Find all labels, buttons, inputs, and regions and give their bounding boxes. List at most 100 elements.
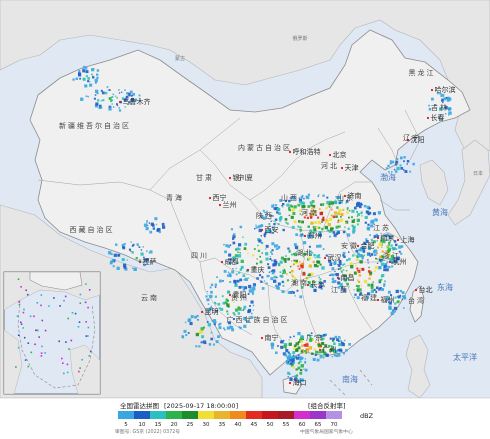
radar-echo-cell (109, 261, 113, 265)
radar-echo-cell (293, 252, 298, 257)
city-marker (356, 244, 360, 248)
radar-echo-cell (214, 301, 216, 304)
radar-echo-cell (273, 207, 277, 210)
radar-echo-cell (394, 257, 396, 259)
radar-echo-cell (143, 223, 148, 227)
radar-echo-cell (332, 349, 336, 352)
radar-echo-cell (260, 215, 264, 219)
radar-echo-cell (328, 229, 332, 233)
radar-echo-cell (251, 287, 254, 290)
radar-echo-cell (144, 258, 148, 262)
radar-echo-cell (236, 279, 240, 283)
radar-echo-cell (319, 354, 323, 358)
radar-echo-cell (209, 286, 212, 289)
radar-echo-cell (442, 101, 444, 104)
radar-echo-cell (303, 205, 306, 208)
city-marker (388, 260, 392, 264)
radar-echo-cell (256, 277, 259, 280)
radar-echo-cell (217, 302, 221, 306)
radar-echo-cell (330, 273, 333, 276)
radar-echo-cell (337, 231, 340, 234)
radar-echo-cell (146, 224, 149, 227)
radar-echo-cell (29, 315, 32, 318)
radar-echo-cell (289, 271, 291, 274)
legend-swatch (198, 411, 214, 419)
radar-echo-cell (397, 295, 401, 299)
radar-echo-cell (370, 285, 374, 289)
radar-echo-cell (403, 297, 407, 300)
radar-echo-cell (230, 326, 234, 330)
radar-echo-cell (195, 345, 198, 348)
radar-echo-cell (283, 268, 286, 271)
radar-echo-cell (284, 199, 287, 202)
radar-echo-cell (303, 344, 307, 347)
city-label: 贵阳 (233, 290, 247, 299)
radar-echo-cell (367, 212, 370, 216)
radar-echo-cell (125, 95, 129, 99)
radar-echo-cell (95, 89, 99, 93)
legend-tick-label: 15 (155, 422, 162, 428)
radar-echo-cell (134, 98, 138, 102)
radar-echo-cell (92, 76, 95, 79)
radar-echo-cell (233, 279, 236, 283)
radar-echo-cell (402, 295, 406, 299)
radar-echo-cell (252, 289, 254, 291)
radar-echo-cell (376, 252, 378, 255)
radar-echo-cell (367, 283, 371, 287)
legend-swatch (326, 411, 342, 419)
radar-echo-cell (343, 278, 347, 282)
radar-echo-cell (313, 348, 316, 351)
radar-echo-cell (129, 103, 131, 105)
radar-echo-cell (388, 236, 392, 239)
radar-echo-cell (401, 291, 405, 294)
radar-echo-cell (195, 332, 199, 337)
radar-echo-cell (357, 269, 361, 273)
radar-echo-cell (77, 326, 80, 328)
radar-echoes (72, 65, 452, 383)
radar-echo-cell (298, 198, 302, 202)
radar-echo-cell (85, 335, 88, 337)
radar-echo-cell (268, 223, 271, 225)
radar-echo-cell (142, 246, 144, 248)
radar-echo-cell (241, 285, 244, 289)
radar-echo-cell (118, 107, 120, 109)
radar-echo-cell (113, 261, 115, 263)
radar-echo-cell (376, 286, 379, 290)
radar-echo-cell (268, 275, 270, 277)
radar-echo-cell (357, 279, 359, 282)
radar-echo-cell (307, 225, 310, 228)
radar-echo-cell (303, 197, 305, 200)
radar-echo-cell (355, 284, 358, 287)
radar-echo-cell (337, 281, 341, 285)
radar-echo-cell (96, 73, 99, 76)
radar-echo-cell (390, 247, 392, 249)
radar-echo-cell (136, 243, 139, 246)
radar-echo-cell (87, 335, 89, 337)
radar-echo-cell (336, 206, 339, 209)
foreign-country-label: 蒙古 (175, 55, 185, 62)
radar-echo-cell (361, 257, 364, 260)
radar-echo-cell (395, 258, 398, 260)
radar-echo-cell (370, 283, 374, 287)
radar-echo-cell (335, 225, 339, 229)
radar-echo-cell (218, 323, 221, 326)
radar-echo-cell (344, 226, 346, 228)
radar-echo-cell (87, 77, 90, 80)
radar-echo-cell (404, 170, 408, 173)
city-label: 西宁 (213, 193, 227, 202)
city-marker (430, 88, 434, 92)
radar-echo-cell (41, 345, 43, 348)
radar-echo-cell (232, 237, 235, 240)
radar-echo-cell (311, 200, 315, 203)
radar-echo-cell (362, 255, 365, 258)
radar-echo-cell (395, 163, 398, 166)
legend-tick-label: 25 (187, 422, 194, 428)
city-marker (396, 238, 400, 242)
city-marker (318, 348, 322, 352)
radar-echo-cell (140, 252, 144, 256)
radar-echo-cell (40, 304, 42, 307)
radar-echo-cell (210, 283, 214, 286)
radar-echo-cell (70, 339, 73, 342)
region-label: 内蒙古自治区 (238, 143, 292, 152)
radar-echo-cell (260, 235, 262, 237)
